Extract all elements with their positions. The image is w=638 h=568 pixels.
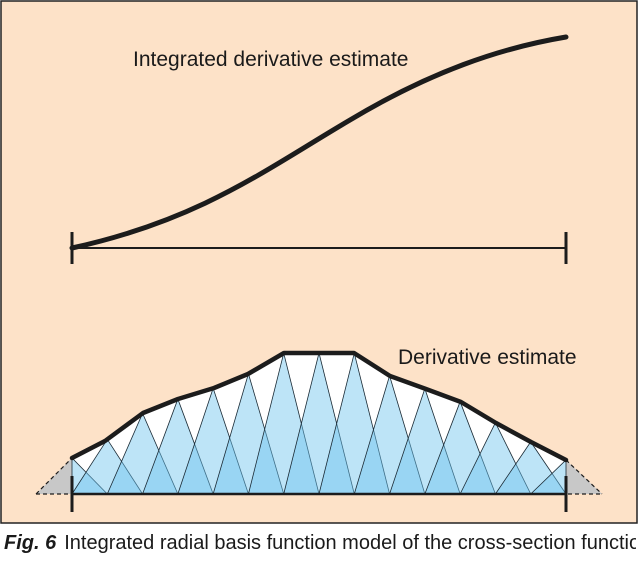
integrated-derivative-curve — [69, 34, 569, 251]
figure-caption: Fig. 6 Integrated radial basis function m… — [4, 532, 636, 564]
derivative-estimate-curve — [69, 350, 569, 463]
right-end-dashed-edge — [565, 459, 603, 495]
derivative-estimate-label: Derivative estimate — [398, 346, 577, 369]
caption-figure-number: Fig. 6 — [4, 532, 57, 554]
caption-text: Integrated radial basis function model o… — [64, 532, 636, 554]
left-end-dashed-edge — [35, 457, 73, 495]
diagram-canvas — [0, 0, 638, 524]
integrated-derivative-label: Integrated derivative estimate — [133, 48, 409, 71]
diagram-figure: Integrated derivative estimate Derivativ… — [0, 0, 638, 524]
envelope-fill — [72, 353, 566, 494]
